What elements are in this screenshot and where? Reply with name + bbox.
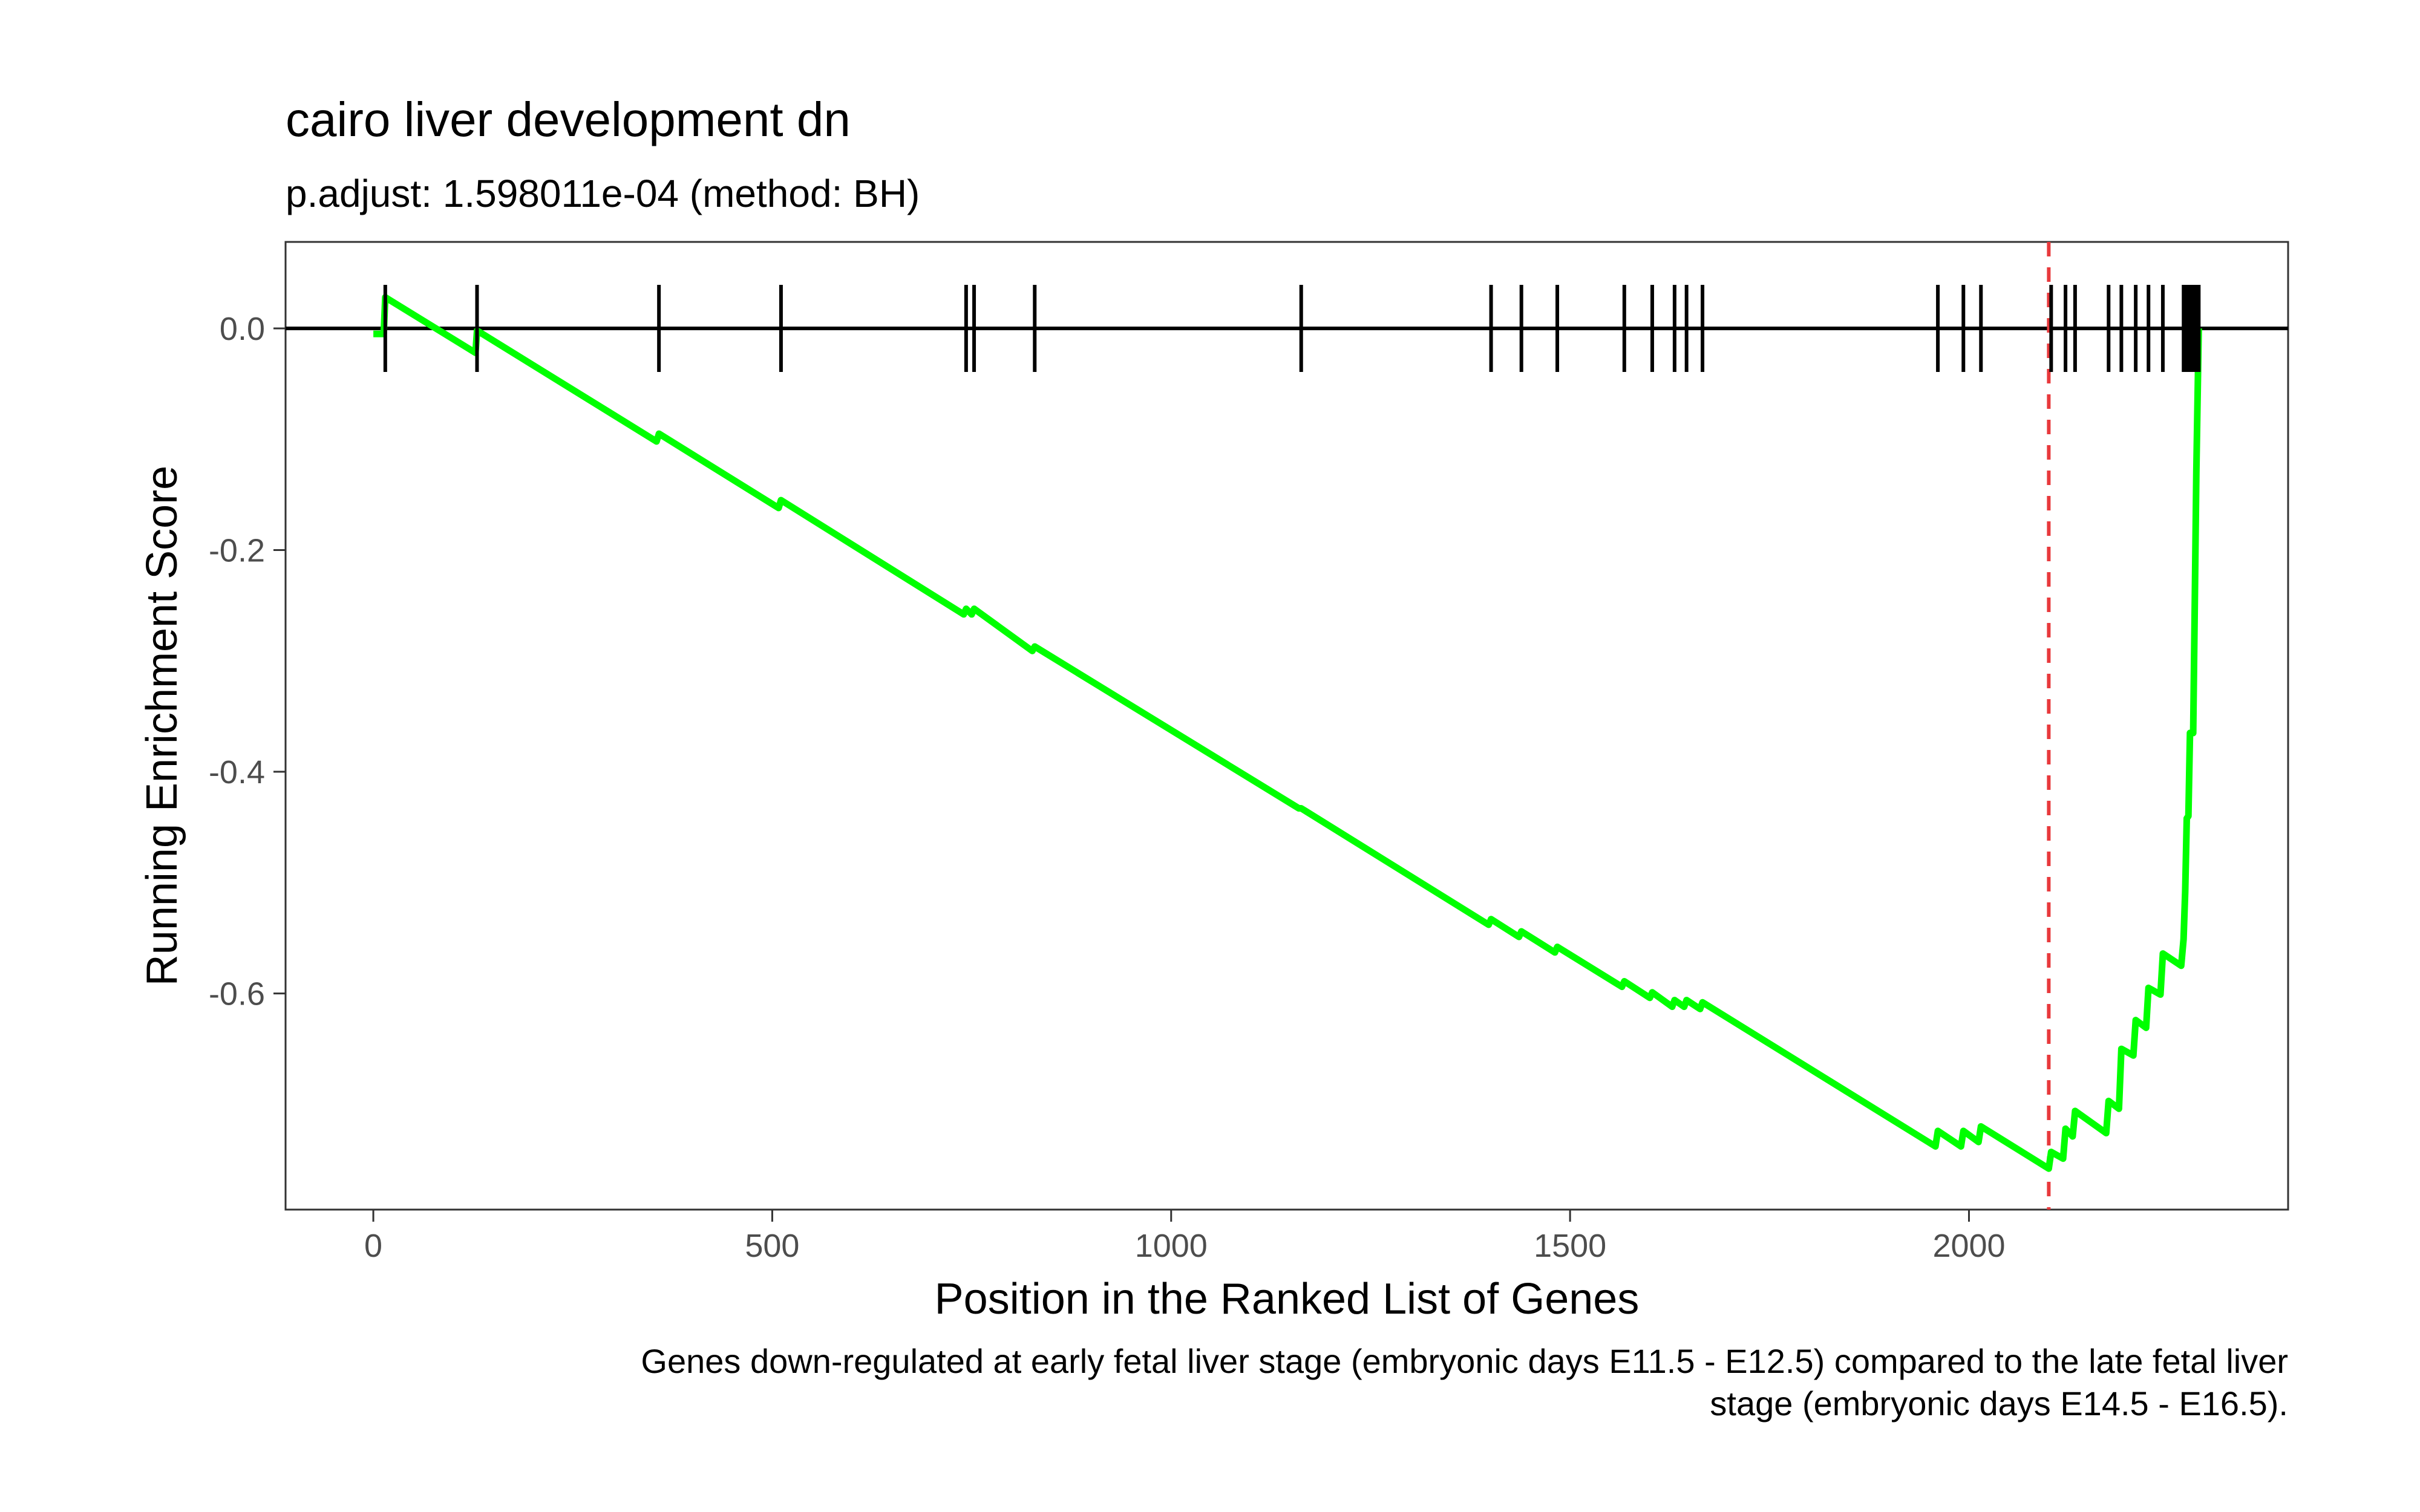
axis-tick-labels: 0 500 1000 1500 2000 0.0 -0.2 -0.4 -0.6 bbox=[209, 311, 2006, 1264]
x-tick-label: 2000 bbox=[1932, 1228, 2005, 1264]
x-tick-label: 1000 bbox=[1135, 1228, 1208, 1264]
x-tick-label: 1500 bbox=[1534, 1228, 1606, 1264]
plot-panel bbox=[284, 241, 2289, 1211]
y-tick-label: -0.6 bbox=[209, 976, 265, 1012]
x-tick-label: 500 bbox=[745, 1228, 799, 1264]
chart-subtitle: p.adjust: 1.598011e-04 (method: BH) bbox=[286, 172, 920, 215]
y-axis-title: Running Enrichment Score bbox=[138, 466, 186, 986]
y-tick-label: 0.0 bbox=[220, 311, 265, 347]
y-tick-label: -0.4 bbox=[209, 754, 265, 790]
y-tick-label: -0.2 bbox=[209, 533, 265, 569]
x-tick-label: 0 bbox=[364, 1228, 382, 1264]
running-enrichment-line bbox=[373, 294, 2202, 1172]
caption-line-2: stage (embryonic days E14.5 - E16.5). bbox=[1710, 1384, 2288, 1422]
caption-line-1: Genes down-regulated at early fetal live… bbox=[641, 1342, 2288, 1380]
gene-hit-marks bbox=[383, 284, 2201, 372]
chart-title: cairo liver development dn bbox=[286, 93, 851, 146]
axis-ticks bbox=[273, 327, 1970, 1222]
x-axis-title: Position in the Ranked List of Genes bbox=[935, 1275, 1640, 1323]
